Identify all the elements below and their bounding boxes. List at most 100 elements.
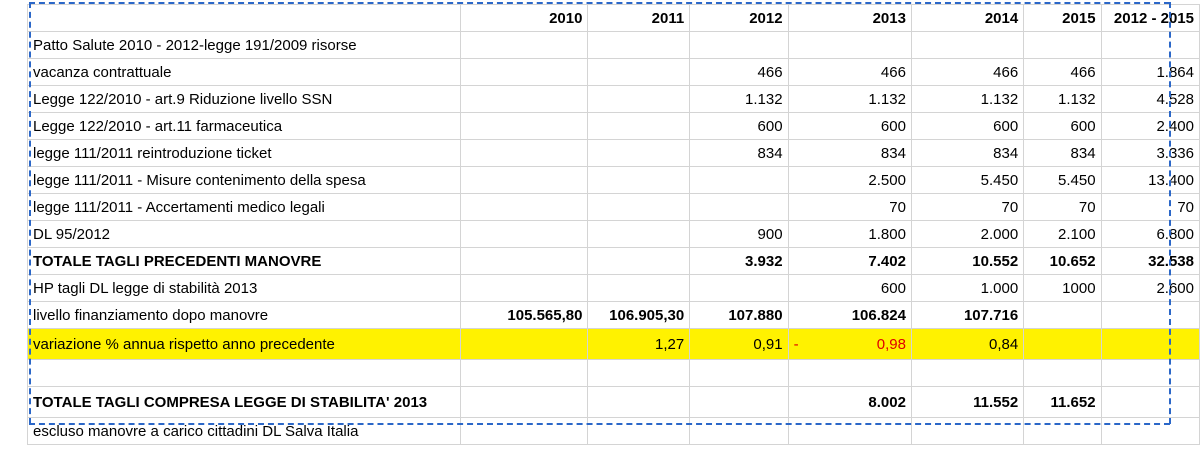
- row-label[interactable]: legge 111/2011 - Misure contenimento del…: [27, 166, 461, 194]
- cell[interactable]: [459, 359, 589, 387]
- cell[interactable]: [587, 386, 691, 418]
- cell[interactable]: 106.824: [787, 301, 912, 329]
- cell[interactable]: [689, 193, 789, 221]
- cell[interactable]: 2.600: [1100, 274, 1200, 302]
- header-cell-total[interactable]: 2012 - 2015: [1100, 4, 1200, 32]
- cell[interactable]: 5.450: [1023, 166, 1102, 194]
- cell[interactable]: 4.528: [1100, 85, 1200, 113]
- row-label[interactable]: HP tagli DL legge di stabilità 2013: [27, 274, 461, 302]
- cell[interactable]: 834: [910, 139, 1025, 167]
- cell[interactable]: 11.552: [910, 386, 1025, 418]
- cell[interactable]: [1023, 328, 1102, 360]
- cell[interactable]: [459, 328, 589, 360]
- cell[interactable]: [689, 166, 789, 194]
- row-label[interactable]: vacanza contrattuale: [27, 58, 461, 86]
- cell[interactable]: [587, 274, 691, 302]
- cell[interactable]: [1023, 301, 1102, 329]
- cell[interactable]: 10.652: [1023, 247, 1102, 275]
- cell[interactable]: [689, 417, 789, 445]
- cell[interactable]: [689, 31, 789, 59]
- cell[interactable]: [459, 193, 589, 221]
- cell[interactable]: 1.132: [689, 85, 789, 113]
- row-label[interactable]: TOTALE TAGLI PRECEDENTI MANOVRE: [27, 247, 461, 275]
- cell[interactable]: [1023, 417, 1102, 445]
- cell[interactable]: [587, 247, 691, 275]
- cell[interactable]: [587, 112, 691, 140]
- cell[interactable]: 10.552: [910, 247, 1025, 275]
- cell[interactable]: 3.336: [1100, 139, 1200, 167]
- cell[interactable]: [1100, 31, 1200, 59]
- cell[interactable]: 466: [787, 58, 912, 86]
- cell[interactable]: [459, 274, 589, 302]
- cell[interactable]: [689, 274, 789, 302]
- cell[interactable]: [459, 247, 589, 275]
- cell[interactable]: [689, 359, 789, 387]
- cell[interactable]: 466: [689, 58, 789, 86]
- cell[interactable]: [587, 58, 691, 86]
- cell[interactable]: [587, 166, 691, 194]
- cell[interactable]: 0,91: [689, 328, 789, 360]
- row-label[interactable]: DL 95/2012: [27, 220, 461, 248]
- cell[interactable]: [1023, 359, 1102, 387]
- cell[interactable]: [910, 31, 1025, 59]
- header-cell[interactable]: [27, 4, 461, 32]
- cell[interactable]: 70: [787, 193, 912, 221]
- cell[interactable]: 1.864: [1100, 58, 1200, 86]
- note-label[interactable]: escluso manovre a carico cittadini DL Sa…: [27, 417, 461, 445]
- cell[interactable]: 7.402: [787, 247, 912, 275]
- cell[interactable]: [1100, 328, 1200, 360]
- row-label[interactable]: [27, 359, 461, 387]
- cell[interactable]: 105.565,80: [459, 301, 589, 329]
- cell[interactable]: 1.000: [910, 274, 1025, 302]
- cell[interactable]: [787, 359, 912, 387]
- cell[interactable]: 834: [1023, 139, 1102, 167]
- cell[interactable]: 466: [1023, 58, 1102, 86]
- cell[interactable]: 106.905,30: [587, 301, 691, 329]
- row-label[interactable]: TOTALE TAGLI COMPRESA LEGGE DI STABILITA…: [27, 386, 461, 418]
- header-cell-2015[interactable]: 2015: [1023, 4, 1102, 32]
- cell[interactable]: 1.132: [787, 85, 912, 113]
- negative-cell[interactable]: - 0,98: [787, 328, 912, 360]
- cell[interactable]: [587, 85, 691, 113]
- cell[interactable]: [587, 139, 691, 167]
- cell[interactable]: [459, 139, 589, 167]
- cell[interactable]: [459, 58, 589, 86]
- header-cell-2011[interactable]: 2011: [587, 4, 691, 32]
- cell[interactable]: [787, 417, 912, 445]
- row-label[interactable]: variazione % annua rispetto anno precede…: [27, 328, 461, 360]
- cell[interactable]: 2.000: [910, 220, 1025, 248]
- cell[interactable]: [1100, 301, 1200, 329]
- cell[interactable]: [587, 193, 691, 221]
- cell[interactable]: 70: [1100, 193, 1200, 221]
- cell[interactable]: 0,84: [910, 328, 1025, 360]
- cell[interactable]: [459, 112, 589, 140]
- cell[interactable]: 13.400: [1100, 166, 1200, 194]
- row-label[interactable]: legge 111/2011 - Accertamenti medico leg…: [27, 193, 461, 221]
- cell[interactable]: [459, 386, 589, 418]
- cell[interactable]: [587, 31, 691, 59]
- cell[interactable]: [910, 417, 1025, 445]
- cell[interactable]: [787, 31, 912, 59]
- row-label[interactable]: Legge 122/2010 - art.9 Riduzione livello…: [27, 85, 461, 113]
- cell[interactable]: [910, 359, 1025, 387]
- cell[interactable]: 2.400: [1100, 112, 1200, 140]
- cell[interactable]: [689, 386, 789, 418]
- cell[interactable]: 466: [910, 58, 1025, 86]
- cell[interactable]: 2.100: [1023, 220, 1102, 248]
- cell[interactable]: 70: [1023, 193, 1102, 221]
- cell[interactable]: 2.500: [787, 166, 912, 194]
- cell[interactable]: 6.800: [1100, 220, 1200, 248]
- row-label[interactable]: legge 111/2011 reintroduzione ticket: [27, 139, 461, 167]
- cell[interactable]: 1.132: [1023, 85, 1102, 113]
- cell[interactable]: 5.450: [910, 166, 1025, 194]
- cell[interactable]: [1100, 386, 1200, 418]
- cell[interactable]: [587, 220, 691, 248]
- cell[interactable]: [459, 166, 589, 194]
- header-cell-2014[interactable]: 2014: [910, 4, 1025, 32]
- cell[interactable]: 70: [910, 193, 1025, 221]
- cell[interactable]: 107.716: [910, 301, 1025, 329]
- header-cell-2010[interactable]: 2010: [459, 4, 589, 32]
- cell[interactable]: 600: [787, 274, 912, 302]
- cell[interactable]: [587, 359, 691, 387]
- cell[interactable]: 834: [689, 139, 789, 167]
